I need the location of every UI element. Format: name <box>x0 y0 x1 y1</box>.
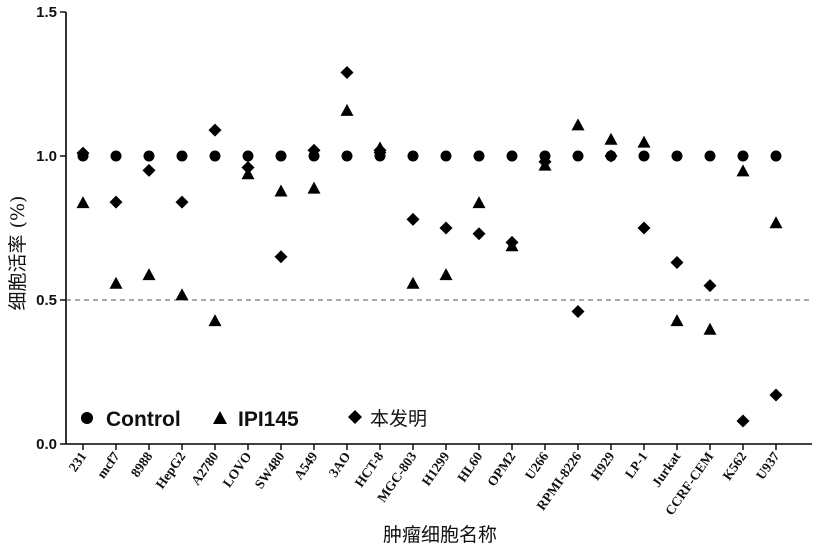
data-point-ipi145 <box>473 196 486 208</box>
y-tick-label: 1.0 <box>36 148 57 165</box>
x-tick-label: 3AO <box>326 449 354 480</box>
data-point-control <box>771 151 782 162</box>
data-point-ipi145 <box>77 196 90 208</box>
data-point-invention <box>440 222 453 235</box>
data-point-ipi145 <box>770 216 783 228</box>
data-point-ipi145 <box>110 277 123 289</box>
data-point-control <box>408 151 419 162</box>
data-point-invention <box>176 196 189 209</box>
x-ticks: 231mcf78988HepG2A2780LOVOSW480A5493AOHCT… <box>66 444 783 518</box>
data-point-ipi145 <box>308 182 321 194</box>
x-axis-title: 肿瘤细胞名称 <box>383 524 497 546</box>
data-point-invention <box>209 124 222 137</box>
legend-label-control: Control <box>106 408 181 431</box>
x-tick-label: HepG2 <box>153 449 189 492</box>
x-tick-label: mcf7 <box>94 449 123 481</box>
data-point-ipi145 <box>737 164 750 176</box>
x-tick-label: OPM2 <box>484 449 518 489</box>
data-point-control <box>507 151 518 162</box>
data-point-ipi145 <box>275 185 288 197</box>
data-point-invention <box>506 236 519 249</box>
data-point-ipi145 <box>704 323 717 335</box>
data-point-ipi145 <box>440 268 453 280</box>
x-tick-label: SW480 <box>252 449 288 492</box>
data-point-ipi145 <box>209 314 222 326</box>
x-tick-label: K562 <box>720 449 750 483</box>
data-point-invention <box>572 305 585 318</box>
data-point-control <box>144 151 155 162</box>
data-point-control <box>177 151 188 162</box>
data-point-control <box>474 151 485 162</box>
x-tick-label: U266 <box>522 449 552 482</box>
data-point-invention <box>275 250 288 263</box>
data-point-ipi145 <box>176 288 189 300</box>
legend: Control IPI145 本发明 <box>81 408 427 431</box>
x-tick-label: 231 <box>66 449 90 474</box>
x-tick-label: H1299 <box>419 449 453 489</box>
x-tick-label: 8988 <box>128 449 156 480</box>
data-point-control <box>573 151 584 162</box>
data-point-control <box>441 151 452 162</box>
data-point-control <box>210 151 221 162</box>
data-point-invention <box>473 227 486 240</box>
x-tick-label: HL60 <box>454 449 485 485</box>
data-point-control <box>111 151 122 162</box>
x-tick-label: A549 <box>291 449 321 482</box>
data-point-invention <box>605 150 618 163</box>
data-point-invention <box>638 222 651 235</box>
data-point-invention <box>341 66 354 79</box>
data-point-control <box>672 151 683 162</box>
data-point-invention <box>770 389 783 402</box>
legend-marker-ipi145 <box>213 411 227 424</box>
x-tick-label: A2780 <box>188 449 222 488</box>
data-point-invention <box>704 279 717 292</box>
scatter-chart: 0.0 0.5 1.0 1.5 231mcf78988HepG2A2780LOVOSW… <box>0 0 836 555</box>
data-point-ipi145 <box>638 136 651 148</box>
data-point-control <box>342 151 353 162</box>
data-point-control <box>639 151 650 162</box>
data-point-ipi145 <box>407 277 420 289</box>
data-point-control <box>243 151 254 162</box>
plot-area: 0.0 0.5 1.0 1.5 231mcf78988HepG2A2780LOVOSW… <box>36 4 812 518</box>
data-point-invention <box>737 414 750 427</box>
x-tick-label: U937 <box>753 449 783 482</box>
x-tick-label: HCT-8 <box>352 449 387 490</box>
data-point-ipi145 <box>341 104 354 116</box>
data-point-ipi145 <box>572 118 585 130</box>
y-axis-title: 细胞活率 (%) <box>7 196 29 311</box>
x-tick-label: LOVO <box>220 449 255 490</box>
data-point-invention <box>407 213 420 226</box>
x-tick-label: LP-1 <box>622 449 651 481</box>
y-tick-label: 0.0 <box>36 436 57 453</box>
data-point-invention <box>671 256 684 269</box>
data-point-control <box>705 151 716 162</box>
data-point-ipi145 <box>671 314 684 326</box>
legend-label-ipi145: IPI145 <box>238 408 299 431</box>
y-ticks: 0.0 0.5 1.0 1.5 <box>36 4 66 453</box>
data-point-invention <box>110 196 123 209</box>
x-tick-label: Jurkat <box>649 449 684 490</box>
x-tick-label: H929 <box>588 449 618 483</box>
data-point-invention <box>242 161 255 174</box>
data-point-invention <box>143 164 156 177</box>
legend-marker-invention <box>348 410 362 424</box>
legend-label-invention: 本发明 <box>370 408 427 430</box>
y-tick-label: 1.5 <box>36 4 57 21</box>
data-point-control <box>276 151 287 162</box>
legend-marker-control <box>81 412 93 424</box>
data-point-control <box>738 151 749 162</box>
data-point-ipi145 <box>143 268 156 280</box>
data-point-ipi145 <box>605 133 618 145</box>
y-tick-label: 0.5 <box>36 292 57 309</box>
data-markers <box>77 66 783 427</box>
